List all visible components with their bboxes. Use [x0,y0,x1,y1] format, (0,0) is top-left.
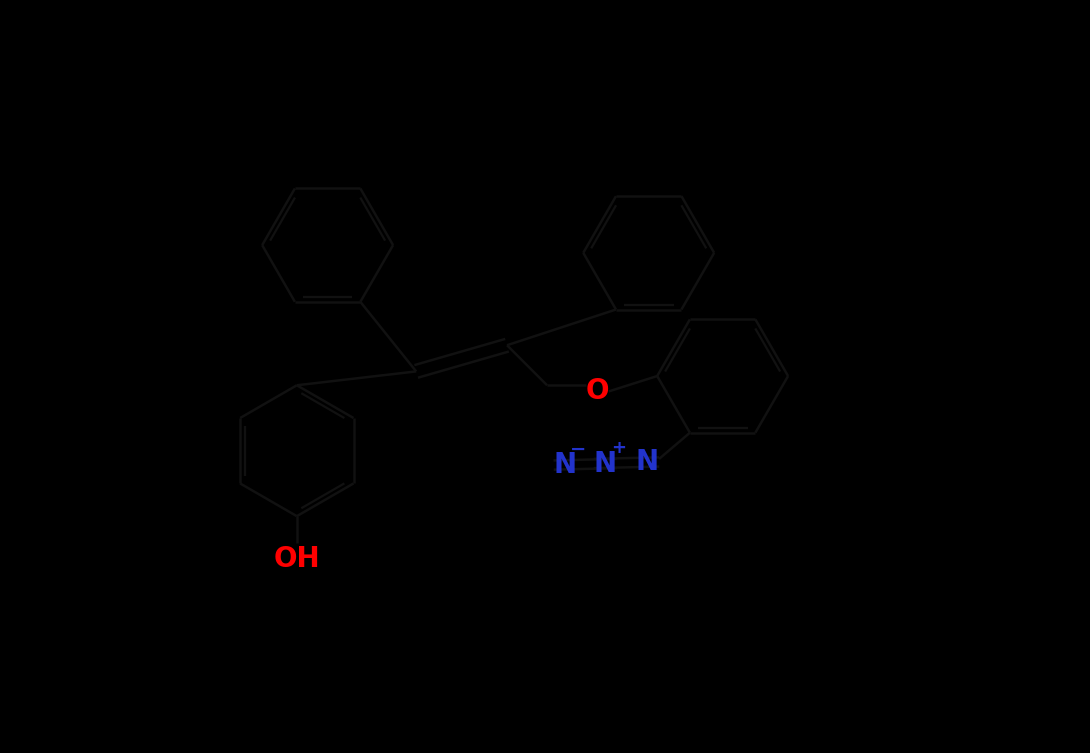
Text: N: N [594,450,617,477]
Text: N: N [635,448,659,476]
Text: −: − [570,441,586,459]
Text: N: N [554,451,577,479]
Text: +: + [610,439,626,457]
Text: O: O [585,377,609,405]
Text: OH: OH [274,545,320,574]
